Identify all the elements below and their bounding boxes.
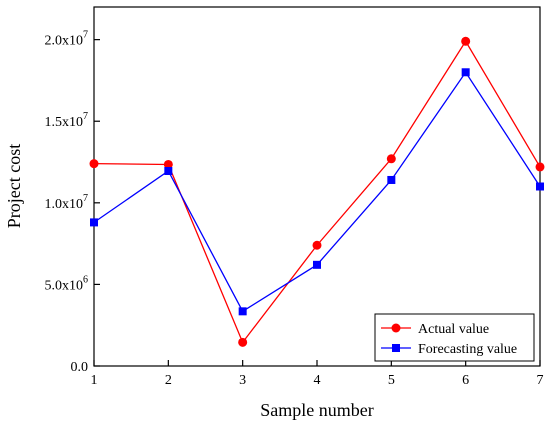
y-tick-mantissa: 1.0x10 [45,197,84,212]
x-tick-label: 3 [239,373,246,388]
x-tick-label: 2 [165,373,172,388]
x-axis-title: Sample number [260,400,373,420]
x-axis-ticks: 1 2 3 4 5 6 7 [91,360,544,388]
series-layer [89,36,545,347]
actual-value-point [238,337,248,347]
y-tick-exponent: 7 [83,193,88,204]
x-tick-label: 6 [462,373,469,388]
y-tick-label: 5.0x106 [45,274,89,293]
y-tick-label: 1.0x107 [45,193,89,212]
legend-label-actual-value: Actual value [418,322,489,337]
actual-value-point [312,240,322,250]
legend-marker-forecasting-value [392,344,400,352]
legend: Actual value Forecasting value [374,313,535,362]
forecasting-value-point [313,260,321,269]
y-tick-label: 1.5x107 [45,111,89,130]
forecasting-value-point [164,166,173,175]
forecasting-value-point [90,218,98,227]
y-axis-title: Project cost [4,144,24,228]
actual-value-point [386,154,396,164]
x-tick-label: 4 [314,373,321,388]
forecasting-value-point [238,307,247,316]
y-tick-label: 2.0x107 [45,30,89,49]
plot-frame [93,6,541,367]
y-tick-exponent: 7 [83,111,88,122]
actual-value-point [89,159,99,169]
actual-value-point [535,162,545,172]
y-tick-label: 0.0 [71,360,89,375]
legend-box [374,313,535,362]
forecasting-value-point [536,182,544,191]
x-tick-label: 1 [91,373,98,388]
forecasting-value-point [387,175,396,184]
legend-marker-actual-value [391,323,401,333]
x-tick-label: 7 [537,373,544,388]
actual-value-point [163,159,173,169]
y-tick-mantissa: 2.0x10 [45,34,84,49]
forecasting-value-line [93,71,541,313]
y-tick-exponent: 6 [83,274,88,285]
actual-value-point [461,36,471,46]
y-tick-mantissa: 1.5x10 [45,115,84,130]
y-tick-mantissa: 0.0 [71,360,89,375]
y-tick-mantissa: 5.0x10 [45,278,84,293]
y-tick-exponent: 7 [83,30,88,41]
x-tick-label: 5 [388,373,395,388]
legend-label-forecasting-value: Forecasting value [418,342,517,357]
forecasting-value-point [461,68,470,77]
actual-value-line [93,40,541,344]
